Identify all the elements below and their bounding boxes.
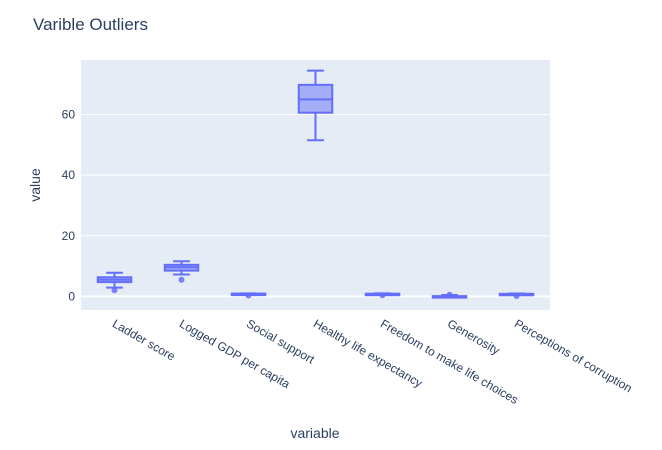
y-tick-label: 40 bbox=[62, 168, 76, 182]
box-5[interactable] bbox=[364, 292, 401, 299]
y-tick-labels: 0 20 40 60 bbox=[62, 108, 76, 304]
box-1[interactable] bbox=[96, 271, 133, 294]
outlier-point bbox=[111, 287, 118, 294]
y-tick-label: 60 bbox=[62, 108, 76, 122]
box-6[interactable] bbox=[431, 291, 468, 299]
box-4[interactable] bbox=[297, 69, 334, 142]
x-tick-label: Ladder score bbox=[110, 316, 178, 363]
x-tick-label: Healthy life expectancy bbox=[311, 316, 425, 390]
outlier-point bbox=[513, 293, 520, 300]
outlier-point bbox=[446, 291, 453, 298]
y-tick-label: 20 bbox=[62, 229, 76, 243]
x-tick-label: Logged GDP per capita bbox=[177, 316, 293, 391]
y-tick-label: 0 bbox=[68, 289, 75, 303]
box-2[interactable] bbox=[163, 260, 200, 283]
x-axis-title: variable bbox=[290, 425, 339, 441]
outlier-point bbox=[245, 292, 252, 299]
x-tick-label: Generosity bbox=[445, 316, 502, 357]
box-series[interactable] bbox=[96, 69, 535, 300]
outlier-point bbox=[178, 276, 185, 283]
box-3[interactable] bbox=[230, 292, 267, 299]
x-tick-labels: Ladder score Logged GDP per capitaSocial … bbox=[110, 316, 635, 406]
x-tick-label: Perceptions of corruption bbox=[512, 316, 635, 395]
outlier-point bbox=[379, 292, 386, 299]
y-axis-title: value bbox=[27, 168, 43, 202]
box-7[interactable] bbox=[498, 292, 535, 300]
chart-title: Varible Outliers bbox=[33, 15, 148, 34]
